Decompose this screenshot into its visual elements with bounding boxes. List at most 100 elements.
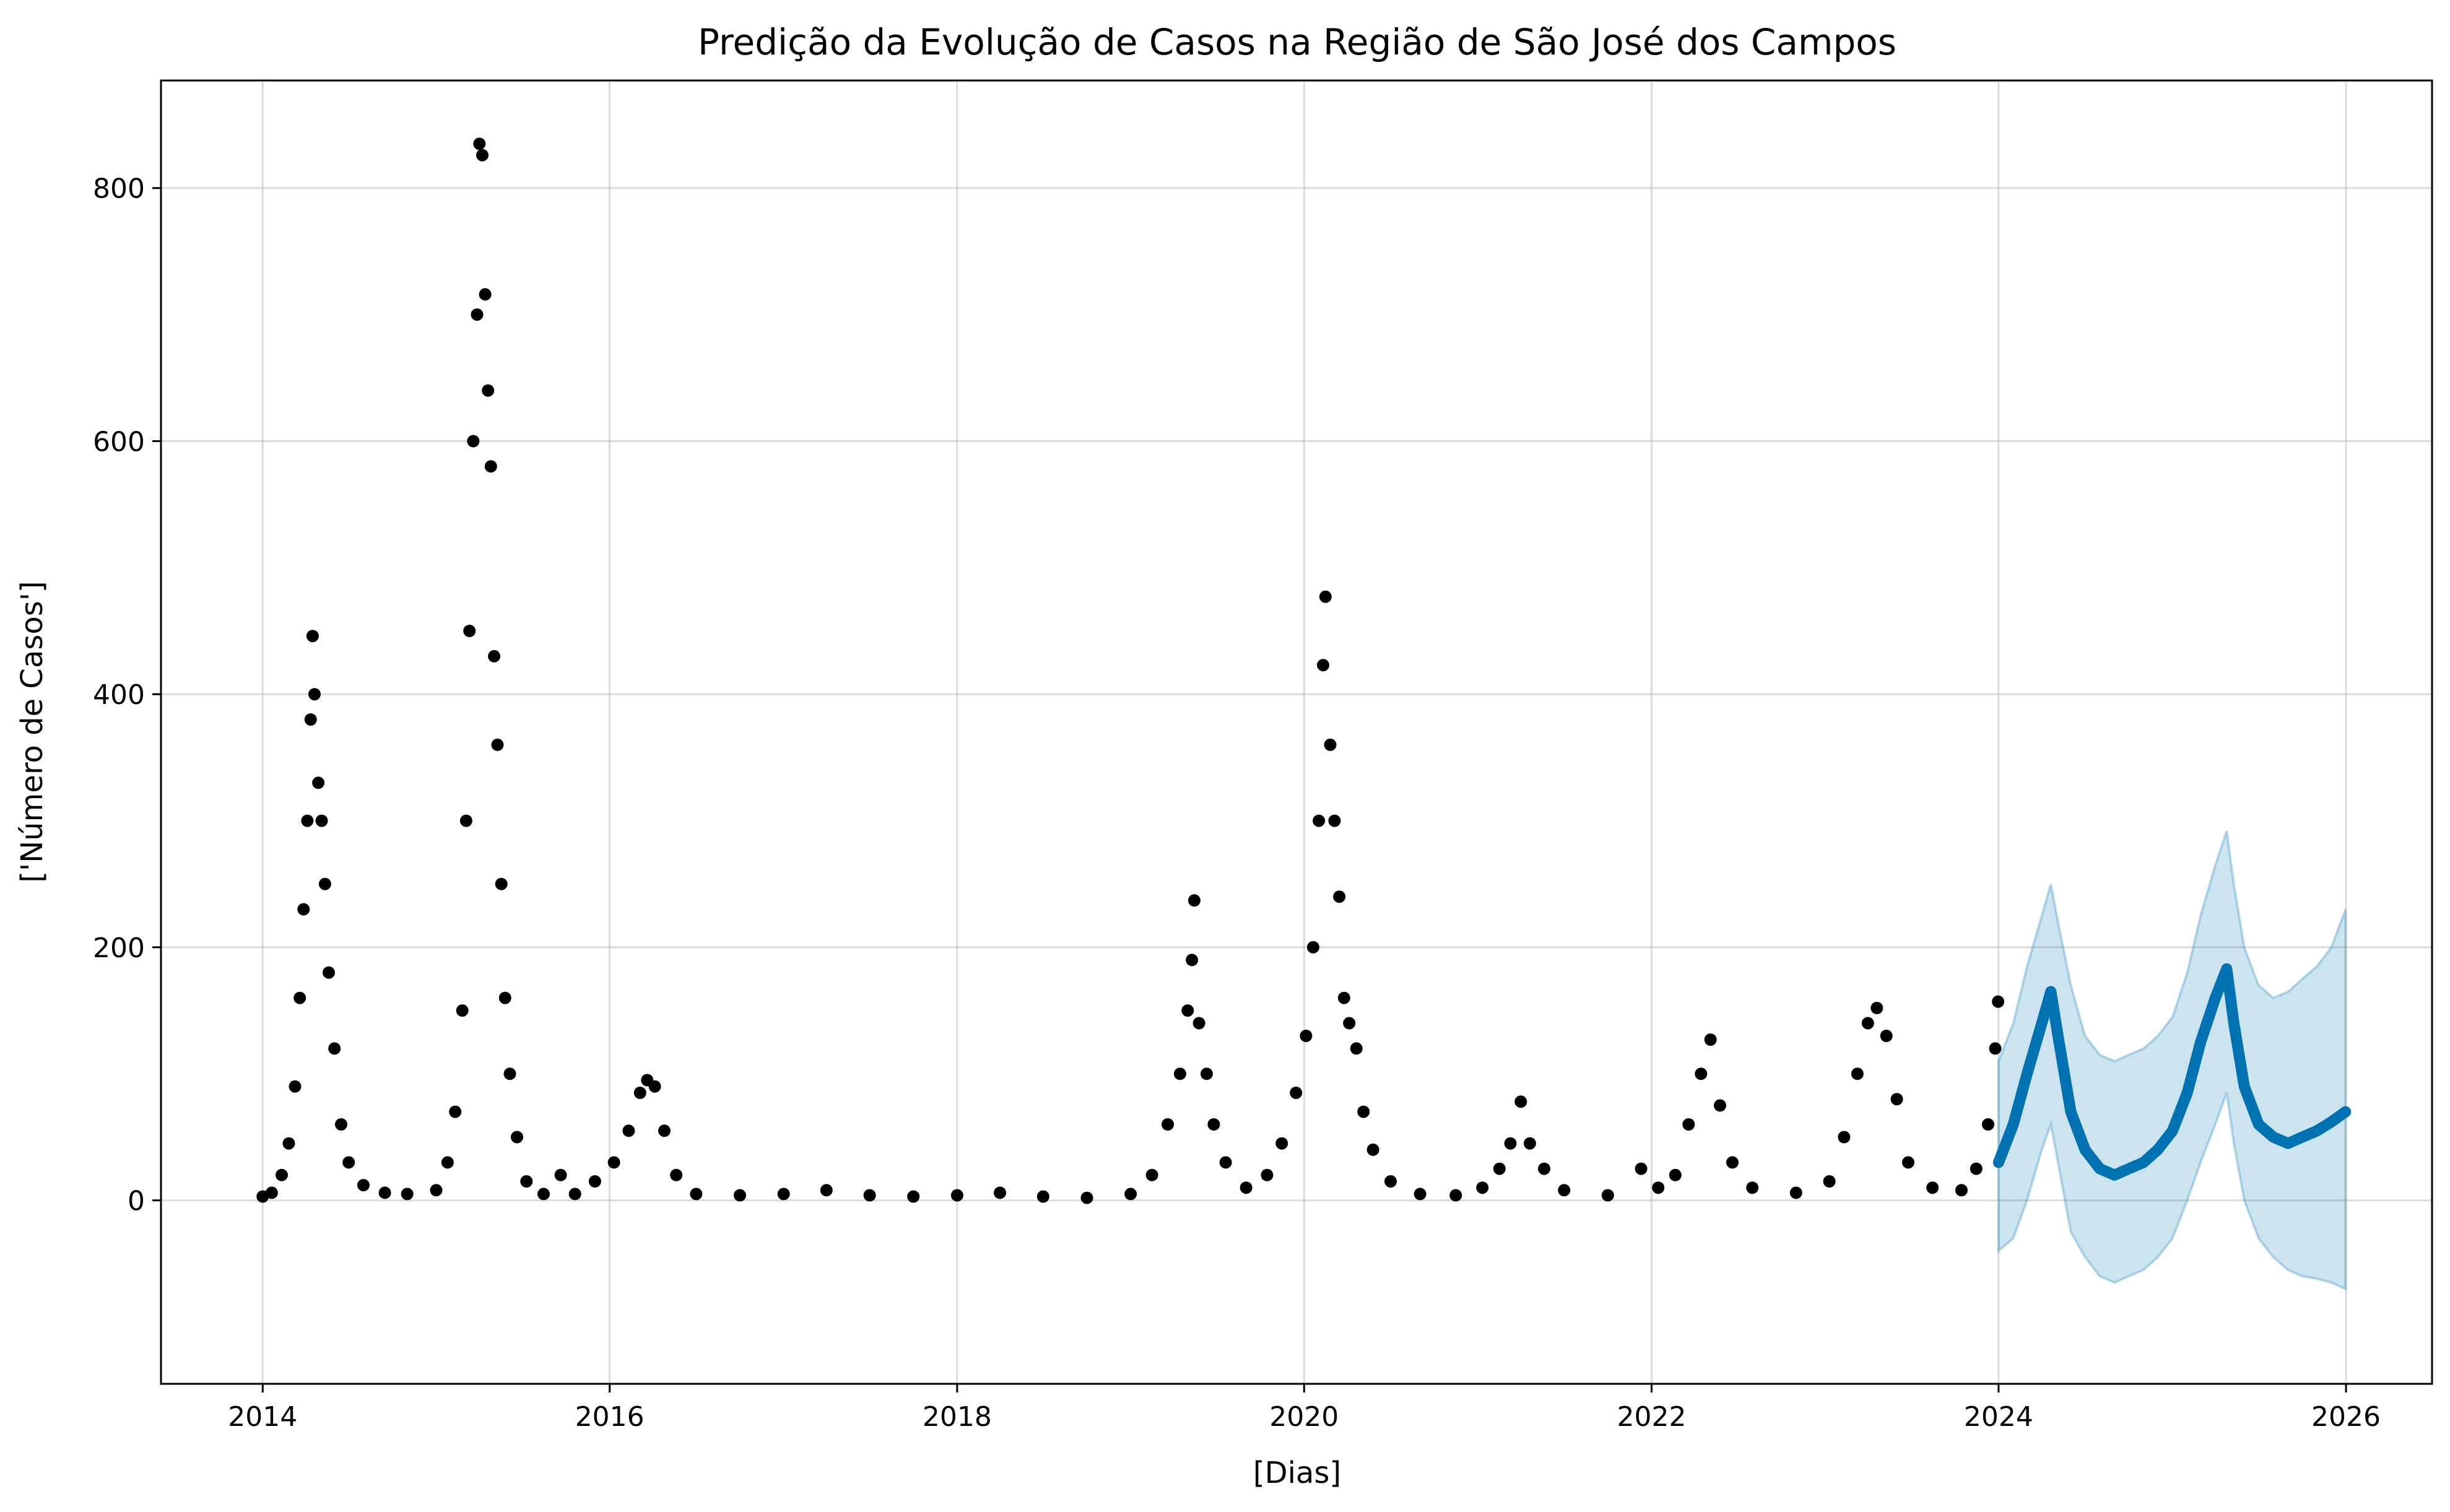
observed-data-point [863, 1189, 876, 1202]
observed-data-point [1306, 941, 1319, 954]
x-axis-ticks: 2014 2016 2018 2020 2022 2024 2026 [228, 1384, 2381, 1433]
observed-data-point [1124, 1188, 1137, 1201]
observed-data-point [520, 1175, 533, 1188]
observed-data-point [482, 384, 495, 397]
y-axis-label: ['Número de Casos'] [15, 581, 50, 882]
observed-data-point [1357, 1105, 1370, 1118]
observed-data-point [1384, 1175, 1397, 1188]
observed-data-point [1337, 991, 1350, 1004]
observed-data-point [633, 1087, 646, 1099]
x-axis-label: [Dias] [1253, 1456, 1341, 1490]
observed-data-point [1970, 1162, 1983, 1175]
observed-data-point [289, 1080, 302, 1093]
observed-data-point [1504, 1137, 1517, 1150]
observed-data-point [401, 1188, 414, 1201]
observed-data-point [357, 1179, 370, 1192]
observed-data-point [1955, 1184, 1968, 1197]
plot-area-frame [160, 79, 2433, 1385]
observed-data-point [1162, 1118, 1174, 1131]
observed-data-point [1343, 1017, 1356, 1030]
observed-data-point [467, 435, 480, 448]
observed-data-point [1275, 1137, 1288, 1150]
observed-data-point [1324, 738, 1337, 751]
observed-data-point [479, 288, 492, 301]
x-tick-label: 2020 [1269, 1401, 1339, 1433]
observed-data-point [1880, 1030, 1893, 1042]
observed-data-point [607, 1156, 620, 1169]
observed-data-point [1992, 995, 2005, 1008]
observed-data-point [1838, 1131, 1851, 1144]
observed-data-point [342, 1156, 355, 1169]
observed-points-layer [256, 137, 2005, 1204]
observed-data-point [1851, 1067, 1864, 1080]
observed-data-point [1982, 1118, 1994, 1131]
observed-data-point [1192, 1017, 1205, 1030]
observed-data-point [670, 1168, 683, 1181]
observed-data-point [1746, 1181, 1759, 1194]
y-axis-ticks: 0 200 400 600 800 [93, 173, 161, 1217]
observed-data-point [1300, 1030, 1313, 1042]
observed-data-point [312, 776, 325, 789]
observed-data-point [1181, 1004, 1194, 1017]
observed-data-point [1476, 1181, 1489, 1194]
observed-data-point [488, 650, 501, 663]
observed-data-point [1173, 1067, 1186, 1080]
observed-data-point [1036, 1190, 1049, 1203]
observed-data-point [378, 1186, 391, 1199]
y-tick-label: 600 [93, 426, 145, 458]
observed-data-point [471, 308, 484, 321]
observed-data-point [1186, 954, 1199, 967]
observed-data-point [907, 1190, 920, 1203]
observed-data-point [441, 1156, 454, 1169]
observed-data-point [323, 966, 335, 979]
observed-data-point [304, 713, 317, 726]
observed-data-point [1989, 1042, 2002, 1055]
interval-band-layer [1997, 830, 2347, 1291]
observed-data-point [588, 1175, 601, 1188]
observed-data-point [1926, 1181, 1939, 1194]
observed-data-point [1080, 1191, 1093, 1204]
observed-data-point [568, 1188, 581, 1201]
observed-data-point [459, 814, 472, 827]
observed-data-point [1219, 1156, 1232, 1169]
grid-layer [161, 80, 2432, 1384]
x-tick-label: 2016 [575, 1401, 645, 1433]
observed-data-point [1328, 814, 1341, 827]
observed-data-point [1695, 1067, 1708, 1080]
observed-data-point [1317, 659, 1329, 672]
observed-data-point [306, 630, 319, 643]
observed-data-point [950, 1189, 963, 1202]
observed-data-point [648, 1080, 661, 1093]
observed-data-point [1261, 1168, 1274, 1181]
observed-data-point [1449, 1189, 1462, 1202]
observed-data-point [293, 991, 306, 1004]
observed-data-point [308, 688, 321, 701]
observed-data-point [265, 1186, 278, 1199]
x-tick-label: 2024 [1964, 1401, 2033, 1433]
x-tick-label: 2022 [1617, 1401, 1686, 1433]
observed-data-point [1523, 1137, 1536, 1150]
observed-data-point [1290, 1087, 1303, 1099]
observed-data-point [498, 991, 511, 1004]
observed-data-point [456, 1004, 469, 1017]
observed-data-point [318, 877, 331, 890]
observed-data-point [1333, 890, 1346, 903]
observed-data-point [276, 1168, 288, 1181]
prediction-interval-band [1997, 830, 2347, 1291]
observed-data-point [1682, 1118, 1695, 1131]
observed-data-point [476, 149, 489, 162]
observed-data-point [430, 1184, 443, 1197]
observed-data-point [491, 738, 504, 751]
observed-data-point [1704, 1033, 1717, 1046]
observed-data-point [315, 814, 328, 827]
chart-title: Predição da Evolução de Casos na Região … [698, 21, 1896, 63]
observed-data-point [1493, 1162, 1506, 1175]
observed-data-point [449, 1105, 462, 1118]
observed-data-point [1789, 1186, 1802, 1199]
observed-data-point [282, 1137, 295, 1150]
observed-data-point [1188, 894, 1201, 907]
observed-data-point [473, 137, 486, 150]
observed-data-point [1200, 1067, 1213, 1080]
observed-data-point [777, 1188, 790, 1201]
